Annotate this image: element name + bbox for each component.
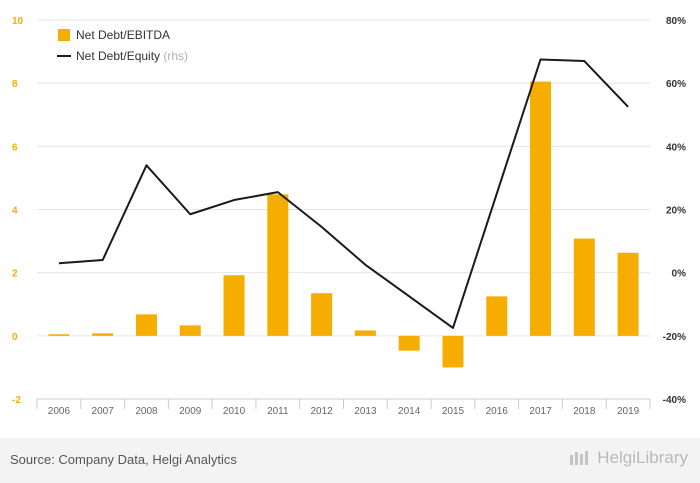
x-tick-label: 2015 bbox=[442, 406, 465, 417]
bar bbox=[223, 275, 245, 336]
x-tick-label: 2008 bbox=[135, 406, 158, 417]
x-tick-label: 2010 bbox=[223, 406, 246, 417]
legend-label-line: Net Debt/Equity (rhs) bbox=[76, 49, 188, 63]
brand-logo: HelgiLibrary bbox=[569, 448, 688, 468]
x-tick-label: 2018 bbox=[573, 406, 596, 417]
x-tick-label: 2011 bbox=[267, 406, 289, 417]
bar bbox=[354, 330, 376, 336]
y-left-tick-label: 4 bbox=[12, 206, 18, 217]
brand-name: HelgiLibrary bbox=[597, 448, 688, 467]
x-tick-label: 2006 bbox=[48, 406, 71, 417]
y-right-tick-label: 20% bbox=[666, 206, 686, 217]
y-left-tick-label: 0 bbox=[12, 332, 18, 343]
combo-chart: -2 0 2 4 6 8 10 -40% -20% 0% 20% 40% 60% 80% 2006 2007 2… bbox=[12, 16, 687, 417]
y-left-tick-label: 2 bbox=[12, 269, 18, 280]
bar bbox=[179, 325, 201, 336]
y-left-tick-label: 6 bbox=[12, 142, 18, 153]
bar bbox=[442, 335, 464, 368]
x-tick-label: 2012 bbox=[310, 406, 333, 417]
legend-label-bar: Net Debt/EBITDA bbox=[76, 28, 170, 42]
bar bbox=[530, 81, 552, 336]
bar bbox=[573, 238, 595, 336]
bar bbox=[135, 314, 157, 336]
y-right-tick-label: 40% bbox=[666, 142, 686, 153]
x-tick-label: 2013 bbox=[354, 406, 377, 417]
y-right-tick-label: 60% bbox=[666, 79, 686, 90]
x-tick-label: 2019 bbox=[617, 406, 640, 417]
x-tick-label: 2007 bbox=[92, 406, 115, 417]
x-tick-label: 2014 bbox=[398, 406, 421, 417]
y-left-tick-label: 10 bbox=[12, 16, 24, 27]
legend-rhs-suffix: (rhs) bbox=[163, 49, 188, 63]
legend-swatch-bar bbox=[58, 29, 70, 41]
y-right-tick-label: 0% bbox=[672, 269, 687, 280]
x-tick-label: 2016 bbox=[486, 406, 509, 417]
x-tick-label: 2017 bbox=[529, 406, 552, 417]
y-left-tick-label: -2 bbox=[12, 395, 21, 406]
x-tick-label: 2009 bbox=[179, 406, 202, 417]
y-left-tick-label: 8 bbox=[12, 79, 18, 90]
y-right-tick-label: -20% bbox=[663, 332, 686, 343]
bar bbox=[617, 252, 639, 336]
bar bbox=[48, 334, 70, 336]
bar bbox=[486, 296, 508, 336]
bar bbox=[398, 335, 420, 351]
y-right-tick-label: -40% bbox=[663, 395, 686, 406]
library-icon bbox=[570, 451, 589, 465]
bar bbox=[92, 333, 114, 336]
series-line bbox=[58, 58, 629, 329]
y-right-tick-label: 80% bbox=[666, 16, 686, 27]
bar bbox=[311, 293, 333, 336]
source-note: Source: Company Data, Helgi Analytics bbox=[10, 452, 237, 467]
bar bbox=[267, 194, 289, 336]
footer: Source: Company Data, Helgi Analytics He… bbox=[0, 438, 700, 483]
